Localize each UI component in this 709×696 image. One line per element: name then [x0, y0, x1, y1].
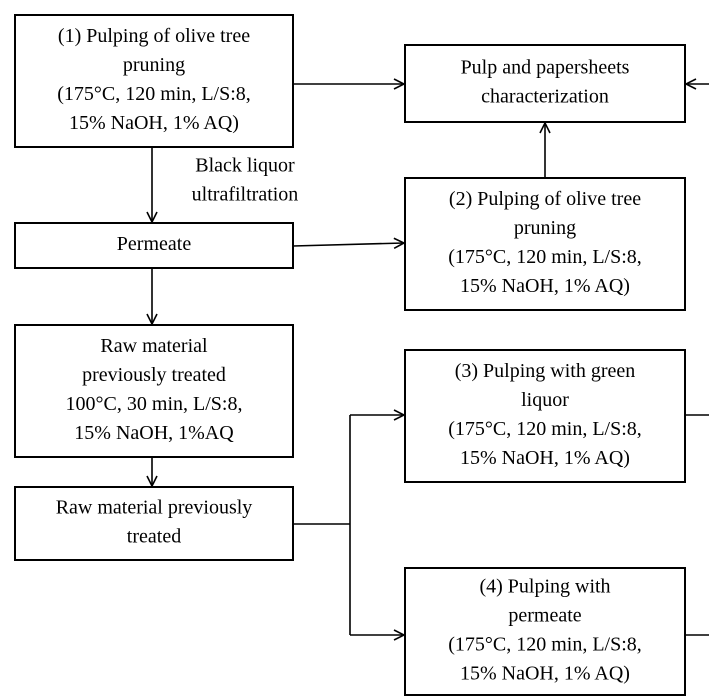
- node-label: 15% NaOH, 1%AQ: [74, 422, 234, 444]
- node-label: Pulp and papersheets: [461, 57, 630, 79]
- node-label: (1) Pulping of olive tree: [58, 25, 250, 47]
- node-label: pruning: [123, 54, 185, 76]
- node-label: Raw material: [100, 335, 208, 357]
- arrow: [292, 243, 404, 246]
- node-label: (175°C, 120 min, L/S:8,: [57, 83, 251, 105]
- node-label: characterization: [481, 86, 609, 108]
- node-label: 15% NaOH, 1% AQ): [69, 112, 239, 134]
- node-label: 100°C, 30 min, L/S:8,: [66, 393, 243, 415]
- node-label: (175°C, 120 min, L/S:8,: [448, 418, 642, 440]
- node-label: (175°C, 120 min, L/S:8,: [448, 246, 642, 268]
- node-box: [14, 486, 294, 561]
- node-label: 15% NaOH, 1% AQ): [460, 447, 630, 469]
- node-label: (2) Pulping of olive tree: [449, 188, 641, 210]
- node-box: [14, 324, 294, 458]
- node-label: previously treated: [82, 364, 226, 386]
- node-label: Permeate: [117, 233, 192, 255]
- edge-label: Black liquor: [195, 155, 295, 177]
- node-label: pruning: [514, 217, 576, 239]
- node-box: [404, 349, 686, 483]
- node-label: Raw material previously: [56, 497, 253, 519]
- node-box: [404, 567, 686, 696]
- node-label: treated: [127, 526, 181, 548]
- node-label: 15% NaOH, 1% AQ): [460, 663, 630, 685]
- node-label: 15% NaOH, 1% AQ): [460, 275, 630, 297]
- node-box: [404, 177, 686, 311]
- node-label: (3) Pulping with green: [455, 360, 636, 382]
- node-label: permeate: [508, 605, 581, 627]
- edge-label: ultrafiltration: [192, 184, 299, 206]
- node-label: (175°C, 120 min, L/S:8,: [448, 634, 642, 656]
- node-box: [14, 222, 294, 269]
- node-label: (4) Pulping with: [479, 576, 610, 598]
- node-box: [404, 44, 686, 123]
- node-label: liquor: [521, 389, 569, 411]
- connectors: [152, 84, 709, 635]
- node-box: [14, 14, 294, 148]
